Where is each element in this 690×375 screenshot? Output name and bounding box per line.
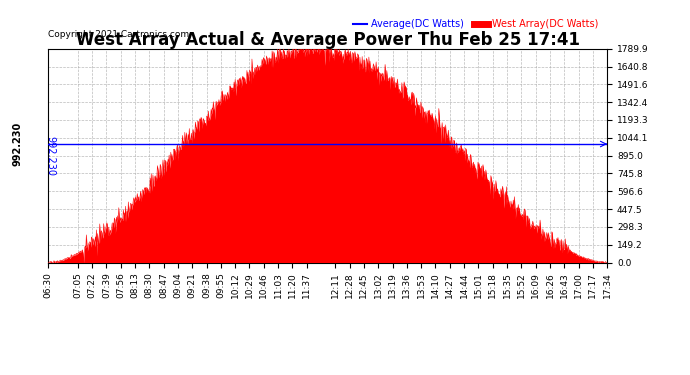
Title: West Array Actual & Average Power Thu Feb 25 17:41: West Array Actual & Average Power Thu Fe… — [76, 31, 580, 49]
Text: 992.230: 992.230 — [12, 122, 23, 166]
Text: Copyright 2021 Cartronics.com: Copyright 2021 Cartronics.com — [48, 30, 190, 39]
Legend: Average(DC Watts), West Array(DC Watts): Average(DC Watts), West Array(DC Watts) — [348, 15, 602, 33]
Y-axis label: 992.230: 992.230 — [46, 136, 55, 176]
